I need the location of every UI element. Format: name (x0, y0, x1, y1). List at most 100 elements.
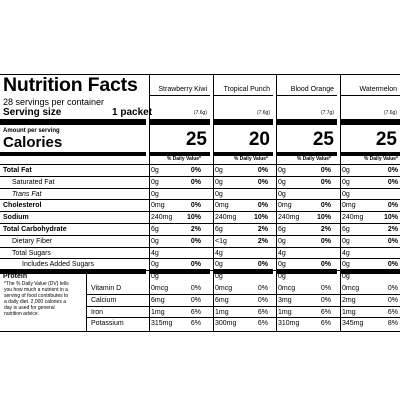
vitamin-amount: 2mg (342, 296, 356, 304)
row-divider (0, 258, 400, 260)
flavor-name: Tropical Punch (223, 86, 270, 93)
vitamin-label: Calcium (91, 296, 117, 304)
nutrient-amount: 6g (278, 226, 286, 233)
nutrient-amount: 0mg (342, 202, 356, 210)
nutrient-daily-value: 10% (316, 214, 331, 222)
flavor-heavy-rule-2 (276, 119, 337, 125)
nutrient-label: Includes Added Sugars (22, 261, 94, 269)
nutrient-daily-value: 2% (190, 226, 201, 233)
nutrient-amount: 240mg (215, 214, 237, 222)
flavor-heavy-rule-0 (149, 119, 210, 125)
calories-label: Calories (3, 134, 63, 151)
nutrient-amount: 240mg (342, 214, 364, 222)
nutrient-amount: 0g (342, 190, 350, 198)
nutrient-label: Dietary Fiber (12, 237, 53, 245)
row-divider (0, 270, 400, 272)
vitamin-daily-value: 6% (190, 320, 201, 328)
nutrient-daily-value: 2% (320, 226, 331, 233)
nutrient-daily-value: 0% (320, 167, 331, 174)
vitamin-label: Iron (91, 308, 104, 316)
nutrient-daily-value: 0% (387, 202, 398, 210)
flavor-name: Watermelon (359, 86, 397, 93)
nutrient-amount: 4g (342, 249, 350, 257)
column-border-1 (213, 74, 214, 331)
flavor-calorie-rule-1 (213, 152, 273, 156)
vitamin-daily-value: 0% (257, 285, 268, 292)
vitamin-amount: 6mg (151, 296, 165, 304)
vitamin-daily-value: 6% (320, 308, 331, 316)
nutrient-amount: 0g (278, 178, 286, 186)
nutrient-daily-value: 2% (257, 226, 268, 233)
nutrient-amount: 0g (278, 237, 286, 245)
daily-value-footnote: *The % Daily Value (DV) tells you how mu… (4, 281, 69, 317)
nutrient-amount: 0g (215, 190, 223, 198)
nutrient-amount: 0g (215, 273, 223, 281)
nutrient-amount: 0g (342, 237, 350, 245)
vitamin-daily-value: 6% (257, 320, 268, 328)
serving-size-label: Serving size (3, 107, 62, 118)
vitamin-daily-value: 0% (387, 296, 398, 304)
daily-value-header: % Daily Value* (296, 156, 331, 162)
nutrient-daily-value: 0% (257, 178, 268, 186)
nutrient-daily-value: 0% (257, 202, 268, 210)
nutrient-daily-value: 0% (387, 237, 398, 245)
vitamin-amount: 0mcg (215, 285, 233, 292)
vitamin-amount: 0mcg (151, 285, 169, 292)
vitamin-daily-value: 0% (320, 296, 331, 304)
flavor-calorie-rule-2 (276, 152, 337, 156)
nutrient-label: Total Sugars (12, 249, 51, 257)
nutrient-amount: 0g (151, 261, 159, 269)
nutrient-amount: 0g (342, 178, 350, 186)
row-divider (0, 234, 400, 236)
flavor-calories: 20 (248, 129, 270, 150)
vitamin-daily-value: 0% (190, 296, 201, 304)
nutrient-amount: 0g (278, 261, 286, 269)
vitamin-amount: 0mcg (342, 285, 360, 292)
nutrient-amount: 0mg (151, 202, 165, 210)
flavor-name: Strawberry Kiwi (158, 86, 207, 93)
flavor-serving-weight: (7.6g) (193, 110, 207, 116)
nutrient-label: Total Fat (3, 167, 32, 174)
vitamin-amount: 0mcg (278, 285, 296, 292)
vitamin-amount: 315mg (151, 320, 173, 328)
flavor-calories: 25 (185, 129, 207, 150)
heavy-rule-serving (0, 119, 146, 125)
nutrient-daily-value: 0% (320, 237, 331, 245)
nutrient-amount: 4g (151, 249, 159, 257)
flavor-name-rule-0 (149, 95, 210, 96)
nutrient-daily-value: 2% (387, 226, 398, 233)
nutrient-daily-value: 0% (257, 167, 268, 174)
daily-value-header: % Daily Value* (363, 156, 398, 162)
vitamin-daily-value: 0% (387, 285, 398, 292)
nutrient-amount: 6g (342, 226, 350, 233)
column-border-3 (340, 74, 341, 331)
row-divider (0, 246, 400, 248)
vitamin-daily-value: 6% (190, 308, 201, 316)
flavor-heavy-rule-1 (213, 119, 273, 125)
vitamin-daily-value: 0% (257, 296, 268, 304)
nutrient-amount: 6g (151, 226, 159, 233)
nutrient-daily-value: 2% (257, 237, 268, 245)
heavy-rule-calories (0, 152, 146, 156)
nutrient-daily-value: 0% (320, 202, 331, 210)
vitamin-amount: 310mg (278, 320, 300, 328)
flavor-protein-rule-3 (340, 269, 400, 274)
panel-title: Nutrition Facts (3, 74, 138, 96)
vitamin-label: Vitamin D (91, 285, 122, 292)
flavor-calories: 25 (312, 129, 334, 150)
flavor-serving-weight: (7.7g) (320, 110, 334, 116)
flavor-serving-weight: (7.6g) (256, 110, 270, 116)
nutrient-amount: 4g (278, 249, 286, 257)
nutrient-amount: 0g (151, 178, 159, 186)
nutrient-label: Sodium (3, 214, 29, 222)
amount-per-serving-label: Amount per serving (3, 128, 60, 134)
footnote-divider (86, 274, 87, 331)
nutrient-daily-value: 10% (253, 214, 268, 222)
row-divider (0, 175, 400, 177)
nutrient-amount: 240mg (278, 214, 300, 222)
nutrient-daily-value: 0% (387, 261, 398, 269)
vitamin-daily-value: 8% (387, 320, 398, 328)
nutrient-daily-value: 0% (190, 261, 201, 269)
column-border-0 (149, 74, 150, 331)
vitamin-amount: 1mg (215, 308, 229, 316)
